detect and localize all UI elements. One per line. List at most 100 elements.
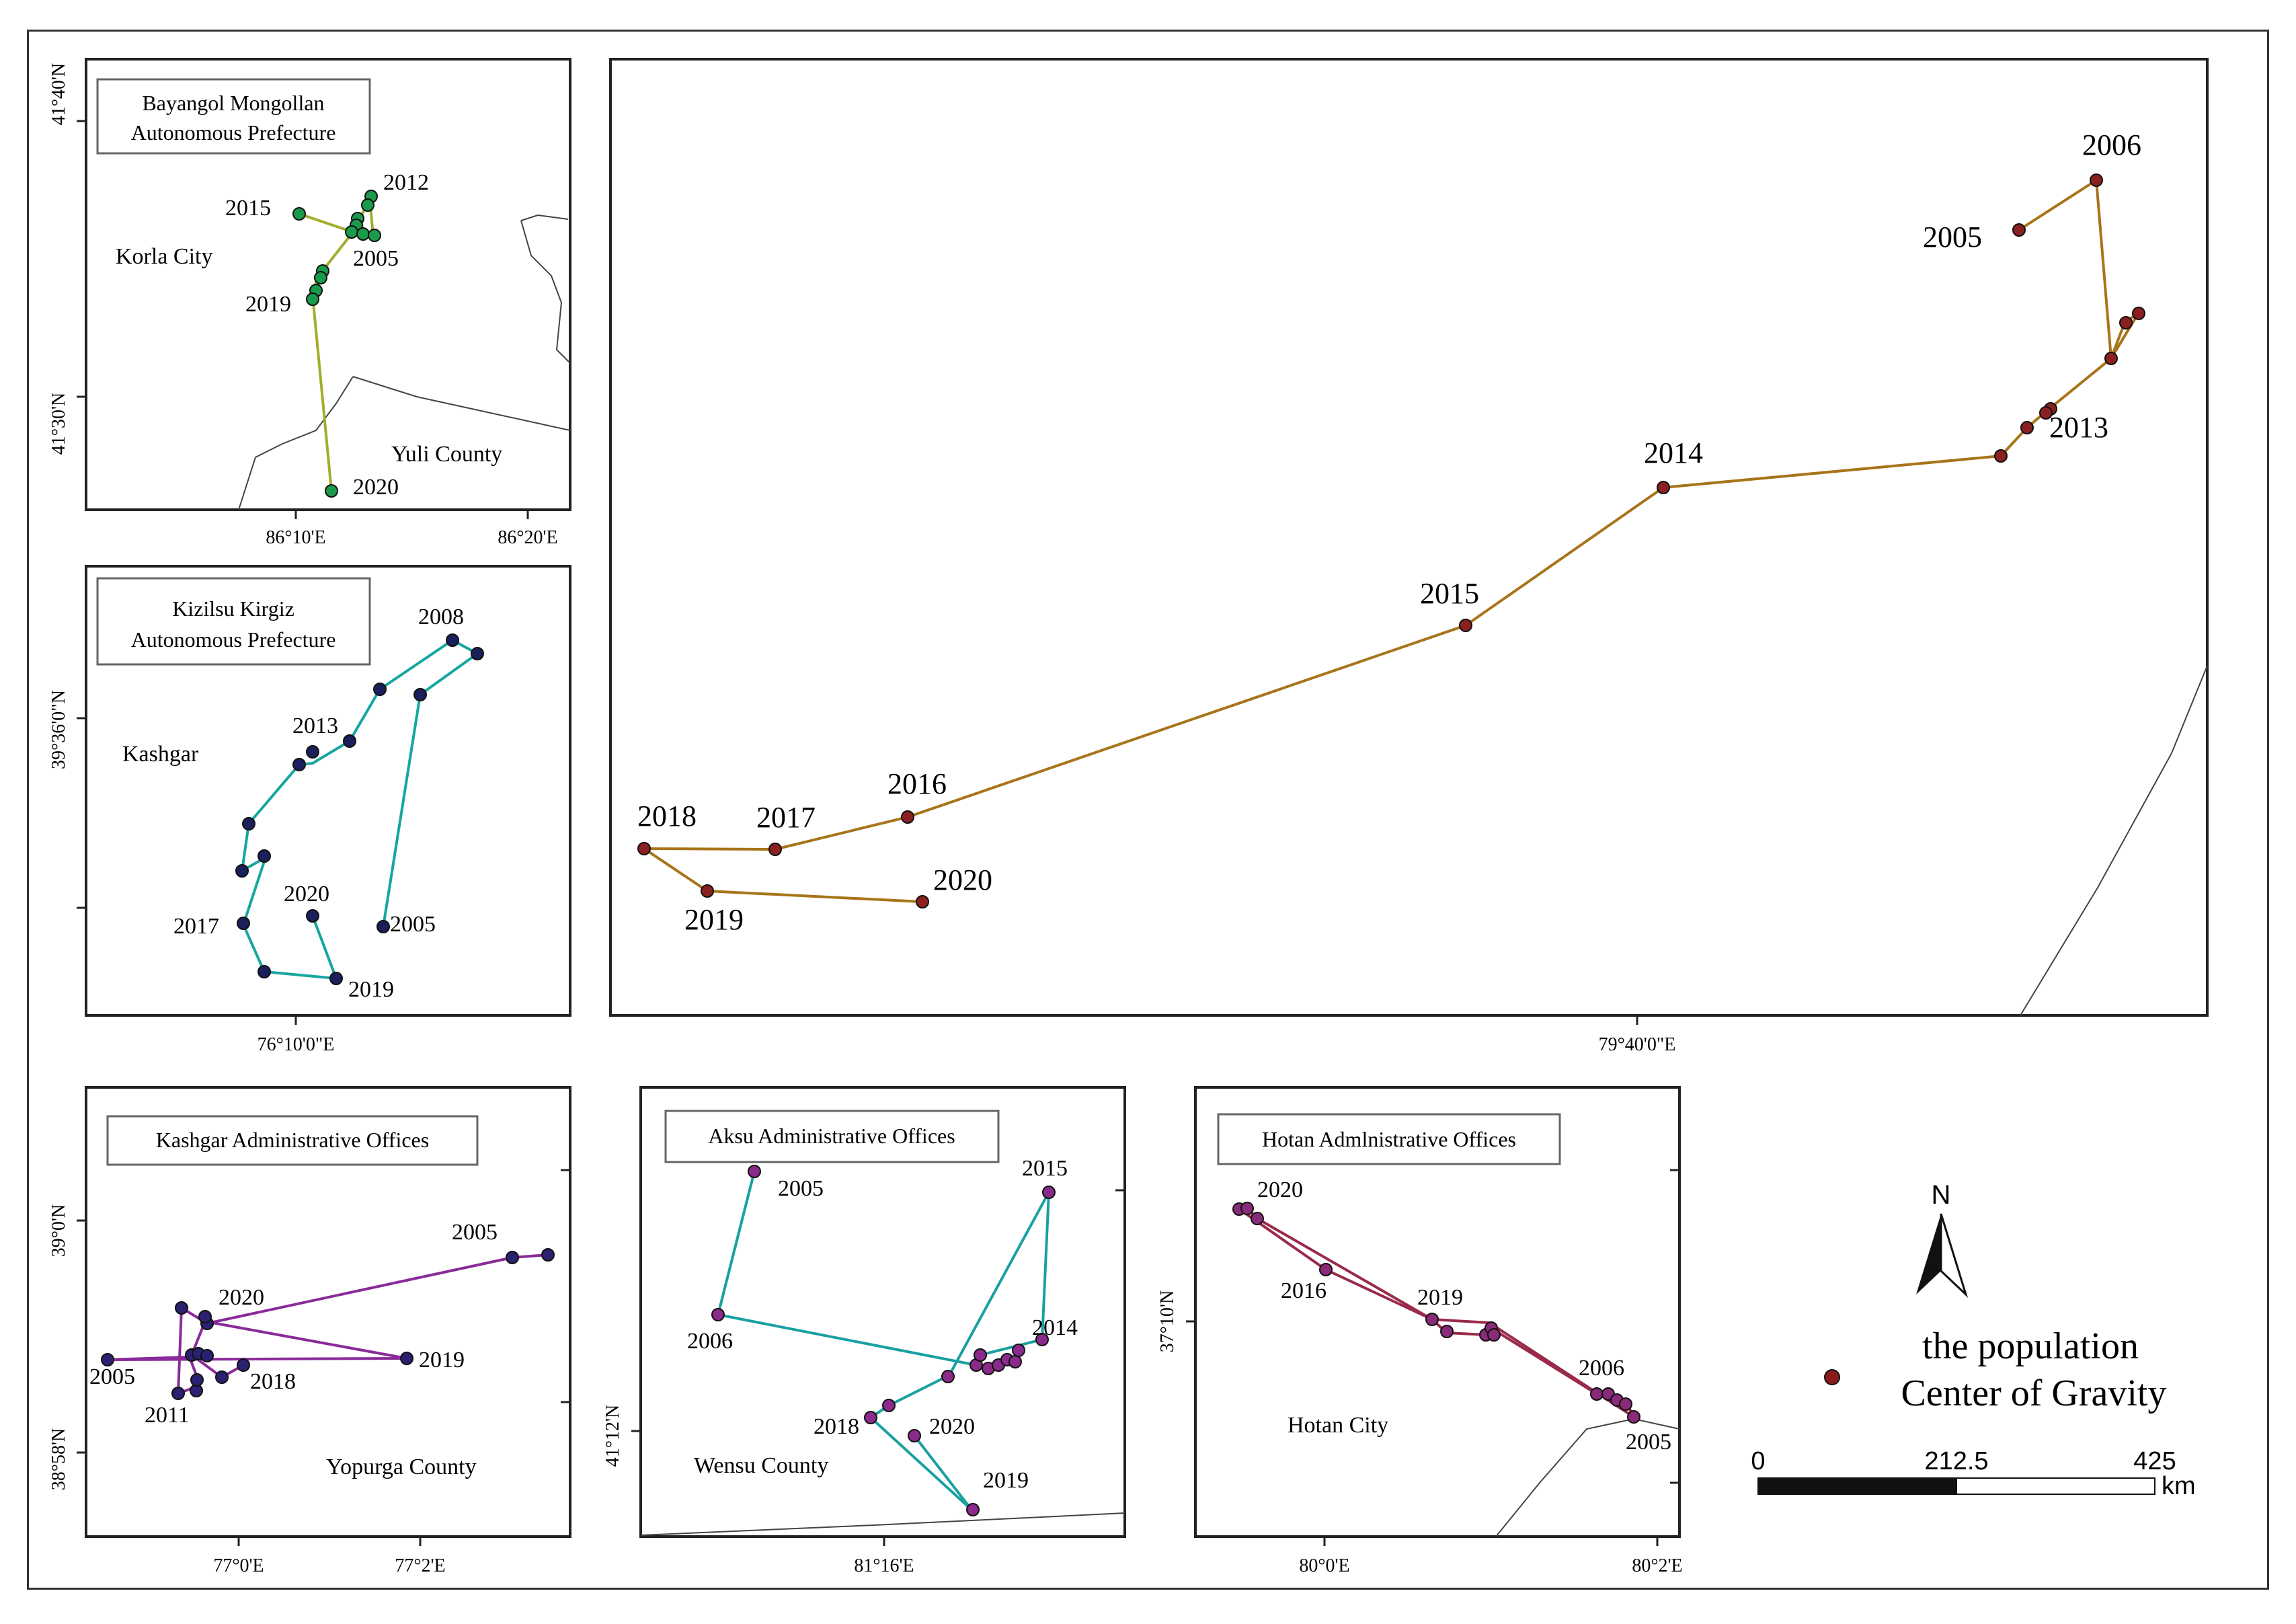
gravity-point: [748, 1165, 761, 1178]
gravity-point: [471, 647, 484, 660]
gravity-point: [237, 917, 250, 930]
panel-aksu: 81°16'E 41°12'N Aksu Administrative Offi…: [602, 1086, 1126, 1576]
x-tick-label: 81°16'E: [854, 1555, 914, 1576]
panel-title: Autonomous Prefecture: [131, 627, 336, 652]
panel-bayangol: 86°10'E 86°20'E 41°40'N 41°30'N Bayangol…: [48, 58, 571, 548]
year-label: 2005: [452, 1220, 498, 1245]
gravity-point: [908, 1429, 921, 1442]
scale-tick-label: 212.5: [1924, 1447, 1988, 1475]
panel-main: 79°40'0"E 2006 2005 2013 2014 2015: [609, 58, 2209, 1055]
year-label: 2017: [756, 801, 816, 834]
year-label: 2015: [225, 196, 271, 221]
place-label: Wensu County: [694, 1453, 828, 1478]
year-label: 2013: [292, 713, 338, 738]
gravity-point: [1627, 1410, 1640, 1424]
year-label: 2016: [887, 767, 947, 800]
gravity-point: [1240, 1202, 1254, 1215]
gravity-point: [343, 734, 356, 748]
gravity-point: [2039, 406, 2053, 420]
gravity-point: [446, 633, 459, 647]
y-tick-label: 37°10'N: [1157, 1290, 1178, 1352]
year-label: 2019: [348, 977, 394, 1002]
gravity-point: [1425, 1313, 1439, 1326]
gravity-point: [235, 864, 249, 878]
year-label: 2020: [1257, 1177, 1303, 1202]
gravity-point: [2132, 307, 2145, 320]
gravity-point: [306, 745, 319, 759]
gravity-point: [768, 843, 782, 856]
place-label: Korla City: [116, 244, 212, 269]
place-label: Yopurga County: [326, 1455, 477, 1479]
y-tick-label: 41°30'N: [48, 393, 69, 455]
scale-bar-segment: [1956, 1477, 2155, 1495]
x-tick-label: 77°2'E: [395, 1555, 445, 1576]
year-label: 2020: [219, 1285, 264, 1310]
panel-frame: [609, 58, 2209, 1017]
year-label: 2018: [250, 1369, 296, 1394]
panel-title-box: [106, 1115, 479, 1166]
year-label: 2019: [245, 292, 291, 317]
panel-title: Aksu Administrative Offices: [708, 1124, 955, 1148]
year-label: 2005: [1626, 1430, 1671, 1455]
year-label: 2020: [929, 1414, 975, 1439]
boundary-line: [520, 214, 569, 221]
north-label: N: [1932, 1180, 1951, 1210]
gravity-point: [1035, 1333, 1049, 1346]
gravity-point: [1440, 1325, 1454, 1338]
scale-tick-label: 0: [1751, 1447, 1765, 1475]
panel-kizilsu: 76°10'0"E 39°36'0"N Kizilsu Kirgiz Auton…: [48, 565, 571, 1055]
year-label: 2020: [353, 475, 399, 500]
gravity-point: [292, 758, 306, 771]
year-label: 2019: [684, 903, 744, 936]
north-arrow-icon: [1916, 1213, 1969, 1299]
panel-title-box: [96, 78, 371, 155]
y-tick-label: 41°12'N: [602, 1405, 623, 1467]
year-label: 2005: [89, 1364, 135, 1389]
legend-label: Center of Gravity: [1901, 1372, 2167, 1414]
year-label: 2020: [933, 863, 992, 896]
gravity-point: [329, 972, 343, 985]
gravity-point: [1459, 619, 1472, 632]
gravity-point: [101, 1353, 114, 1366]
gravity-point: [506, 1251, 519, 1264]
gravity-point: [701, 884, 714, 898]
year-label: 2012: [383, 170, 429, 195]
gravity-point: [916, 895, 929, 908]
y-tick-label: 38°58'N: [48, 1428, 69, 1490]
x-tick-label: 77°0'E: [213, 1555, 264, 1576]
gravity-point: [1042, 1186, 1056, 1199]
gravity-point: [292, 207, 306, 221]
year-label: 2018: [814, 1414, 859, 1439]
panel-title-box: [664, 1110, 1000, 1163]
year-label: 2016: [1281, 1278, 1327, 1303]
year-label: 2005: [778, 1176, 824, 1201]
legend-gravity-marker: [1824, 1369, 1840, 1385]
gravity-point: [2119, 316, 2133, 330]
scale-bar-segment: [1757, 1477, 1957, 1495]
x-tick-label: 80°2'E: [1632, 1555, 1682, 1576]
map-outer-frame: [27, 30, 2269, 1590]
place-label: Yuli County: [391, 442, 502, 467]
gravity-point: [711, 1308, 725, 1321]
gravity-point: [368, 229, 381, 242]
gravity-point: [190, 1373, 204, 1387]
panel-title: Autonomous Prefecture: [131, 120, 336, 145]
gravity-point: [325, 484, 338, 498]
x-tick-label: 86°10'E: [266, 527, 325, 548]
gravity-point: [400, 1352, 413, 1365]
gravity-point: [637, 842, 651, 855]
year-label: 2011: [145, 1403, 190, 1428]
gravity-point: [215, 1370, 229, 1384]
year-label: 2013: [2049, 411, 2108, 444]
gravity-point: [2012, 223, 2026, 237]
gravity-point: [237, 1358, 250, 1372]
x-tick-label: 86°20'E: [498, 527, 557, 548]
legend: N the population Center of Gravity 0 212…: [1751, 1180, 2195, 1500]
x-tick-label: 76°10'0"E: [258, 1034, 335, 1055]
gravity-point: [882, 1399, 896, 1412]
scale-tick-label: 425: [2133, 1447, 2176, 1475]
boundary-line: [2020, 665, 2208, 1016]
gravity-point: [864, 1411, 877, 1424]
year-label: 2014: [1032, 1315, 1078, 1340]
panel-title: Bayangol Mongollan: [142, 91, 324, 115]
